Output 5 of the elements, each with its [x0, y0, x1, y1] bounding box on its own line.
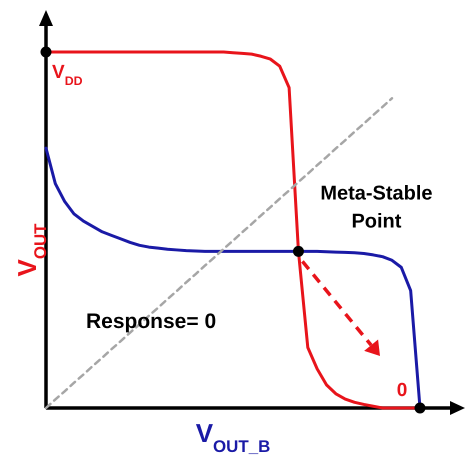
x-axis-title: V$_{OUT_B}$ — [196, 418, 270, 456]
annotation: V$_{DD}$ — [52, 62, 83, 88]
annotation: Response= 0 — [86, 310, 216, 333]
annotation: 0 — [396, 380, 408, 401]
annotation: Meta-Stable Point — [320, 182, 433, 232]
